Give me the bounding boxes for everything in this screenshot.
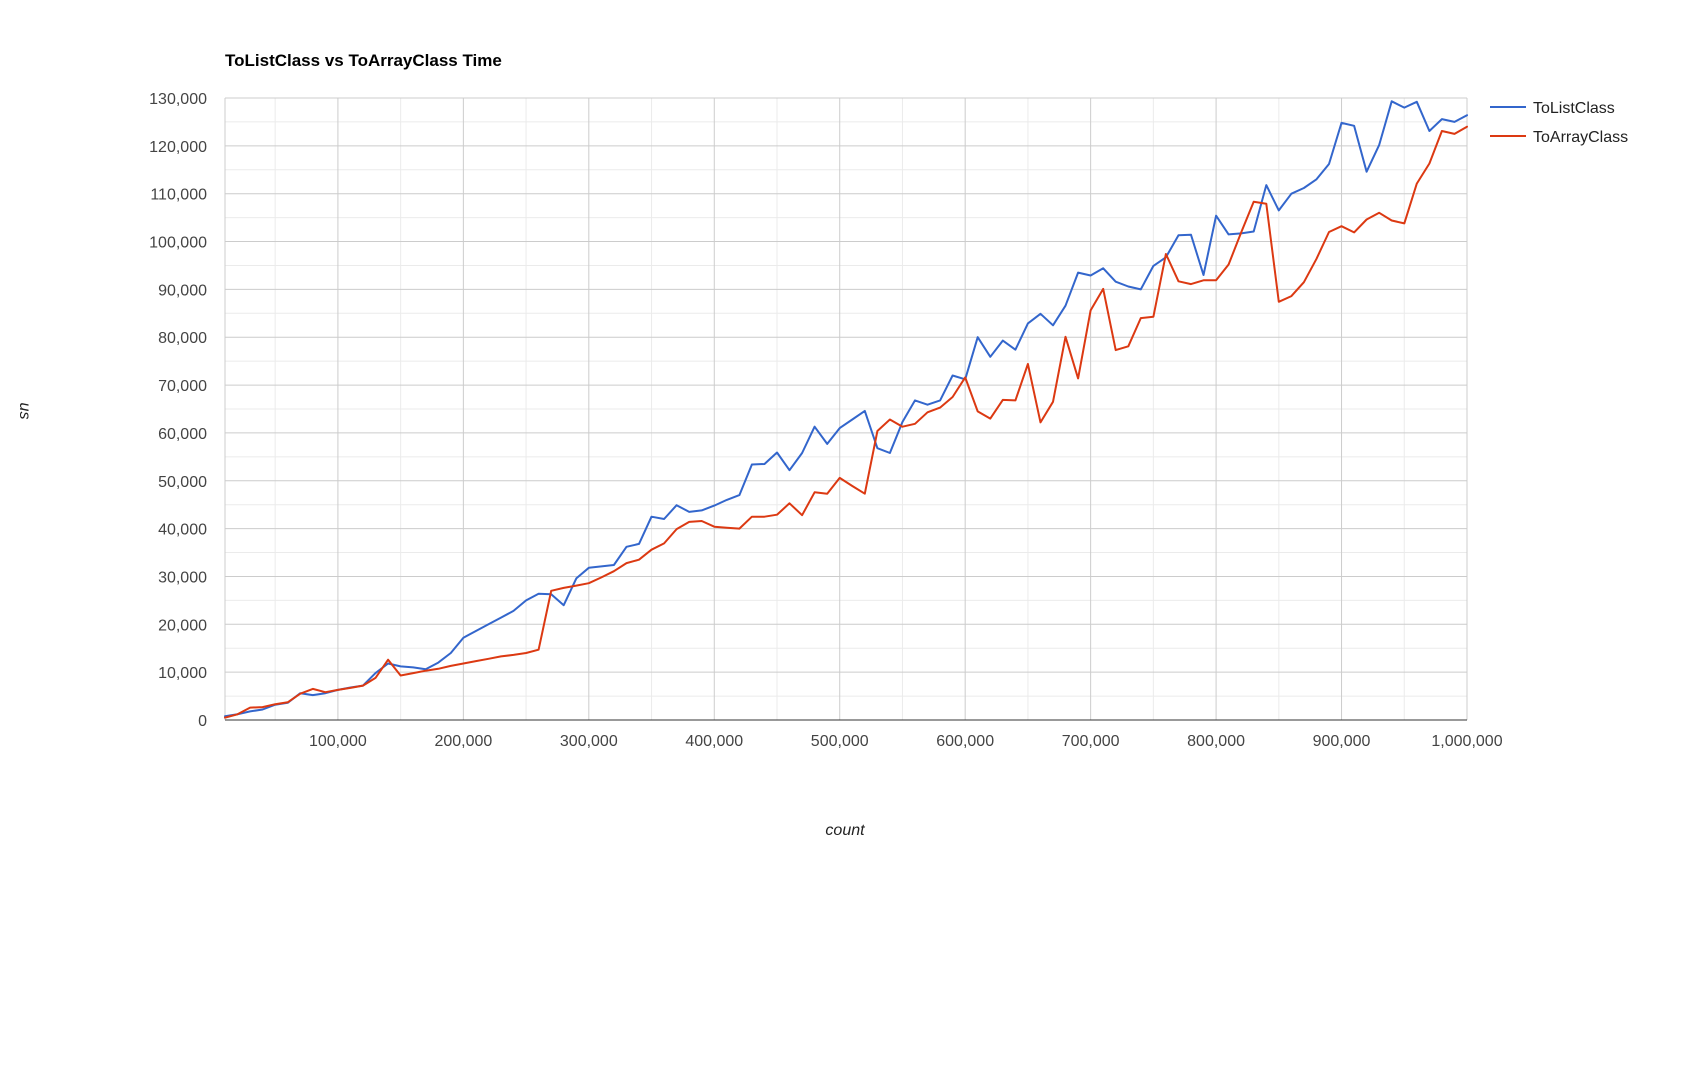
y-tick-label: 50,000 <box>158 474 207 491</box>
gridlines <box>224 97 1468 720</box>
x-tick-label: 800,000 <box>1187 733 1245 750</box>
y-tick-label: 90,000 <box>158 282 207 299</box>
series-line-tolistclass <box>224 100 1468 718</box>
axes: 0 10,000 20,000 30,000 40,000 50,000 60,000 70,… <box>149 91 1503 750</box>
y-tick-label: 100,000 <box>149 235 207 252</box>
legend: ToListClass ToArrayClass <box>1490 100 1628 146</box>
x-axis-title: count <box>825 822 865 839</box>
y-tick-label: 70,000 <box>158 378 207 395</box>
x-tick-label: 200,000 <box>434 733 492 750</box>
y-tick-label: 40,000 <box>158 522 207 539</box>
x-tick-label: 700,000 <box>1062 733 1120 750</box>
x-tick-label: 500,000 <box>811 733 869 750</box>
y-tick-label: 20,000 <box>158 617 207 634</box>
y-tick-label: 10,000 <box>158 665 207 682</box>
y-tick-label: 120,000 <box>149 139 207 156</box>
chart-title: ToListClass vs ToArrayClass Time <box>225 51 502 70</box>
x-tick-label: 600,000 <box>936 733 994 750</box>
legend-label-toarrayclass: ToArrayClass <box>1533 129 1628 146</box>
x-tick-label: 1,000,000 <box>1431 733 1502 750</box>
series-line-toarrayclass <box>224 125 1468 719</box>
y-tick-label: 60,000 <box>158 426 207 443</box>
x-tick-label: 900,000 <box>1313 733 1371 750</box>
series-lines <box>224 100 1468 719</box>
y-tick-label: 30,000 <box>158 569 207 586</box>
y-tick-label: 130,000 <box>149 91 207 108</box>
y-tick-label: 80,000 <box>158 330 207 347</box>
x-tick-label: 400,000 <box>685 733 743 750</box>
x-tick-label: 300,000 <box>560 733 618 750</box>
y-axis-title: us <box>16 403 33 420</box>
y-tick-label: 110,000 <box>150 187 207 204</box>
x-tick-label: 100,000 <box>309 733 367 750</box>
y-tick-label: 0 <box>198 713 207 730</box>
legend-label-tolistclass: ToListClass <box>1533 100 1615 117</box>
